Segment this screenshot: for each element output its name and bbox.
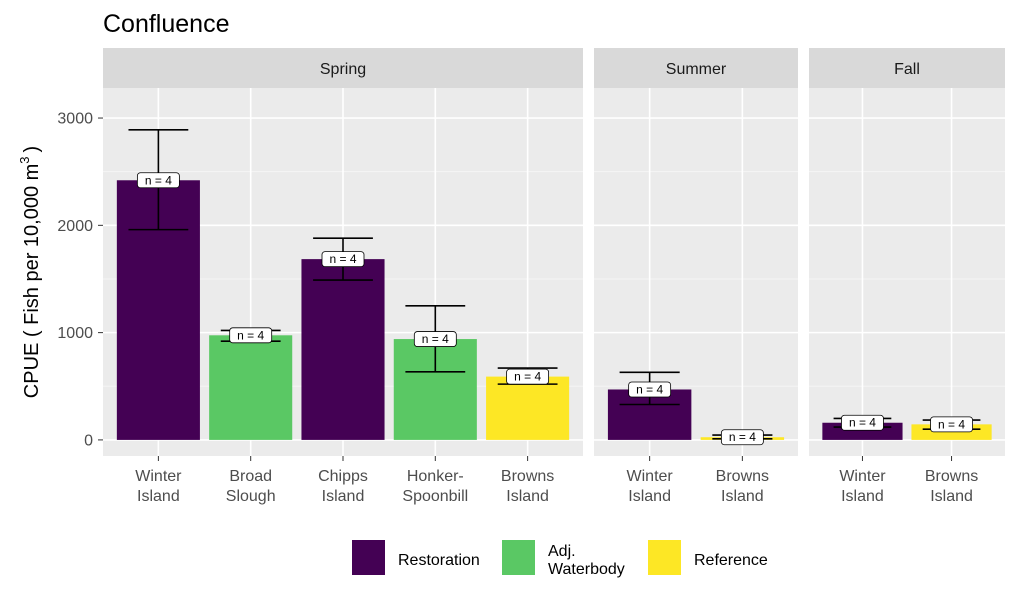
legend-item: Reference (648, 540, 768, 575)
legend-label: Restoration (398, 552, 480, 569)
facet-label: Fall (894, 61, 920, 78)
bar-group: n = 4 Chipps Island (301, 237, 385, 505)
x-tick-label-line: Island (506, 488, 549, 505)
x-tick-label-line: Island (137, 488, 180, 505)
y-axis: 0 1000 2000 3000 (57, 111, 103, 449)
legend-swatch (648, 540, 681, 575)
x-tick-label: Winter Island (135, 468, 182, 505)
x-tick-label-line: Island (721, 488, 764, 505)
facet-strip (103, 48, 583, 88)
legend-label-line: Waterbody (548, 561, 625, 578)
bar (209, 335, 293, 440)
x-tick-label-line: Browns (716, 468, 769, 485)
facet-strip (594, 48, 798, 88)
n-label: n = 4 (729, 430, 756, 444)
panel-background (809, 88, 1005, 456)
legend-label-line: Restoration (398, 552, 480, 569)
x-tick-label: Winter Island (627, 468, 674, 505)
y-tick-label: 2000 (57, 218, 93, 235)
legend-item: Adj. Waterbody (502, 540, 625, 578)
x-tick-label: Browns Island (925, 468, 978, 505)
y-tick-label: 1000 (57, 325, 93, 342)
x-tick-label-line: Spoonbill (402, 488, 468, 505)
y-tick-label: 3000 (57, 111, 93, 128)
facet-strip (809, 48, 1005, 88)
legend-swatch (502, 540, 535, 575)
n-label: n = 4 (422, 332, 449, 346)
x-tick-label-line: Chipps (318, 468, 368, 485)
n-label-box (136, 172, 180, 189)
x-tick-label: Browns Island (501, 468, 554, 505)
legend-label-line: Adj. (548, 543, 576, 560)
legend-item: Restoration (352, 540, 480, 575)
legend-label-line: Reference (694, 552, 768, 569)
legend-label: Adj. Waterbody (548, 543, 625, 578)
x-tick-label: Honker- Spoonbill (402, 468, 468, 505)
facet-panel-summer: Summer n = 4 Winter Island n = 4 Browns Island (594, 48, 798, 505)
bar-group: n = 4 Winter Island (822, 414, 903, 505)
x-tick-label-line: Island (841, 488, 884, 505)
n-label-box (841, 414, 884, 431)
y-axis-title-superscript: 3 (17, 156, 32, 163)
n-label-box (930, 416, 973, 433)
n-label-box (413, 331, 457, 347)
x-tick-label: Winter Island (839, 468, 886, 505)
minor-gridlines (809, 171, 1005, 387)
facet-label: Summer (666, 61, 727, 78)
bar-group: n = 4 Winter Island (116, 129, 200, 505)
n-label: n = 4 (145, 173, 172, 187)
bar-group: n = 4 Browns Island (700, 429, 785, 505)
bar (486, 376, 570, 440)
n-label-box (321, 251, 365, 268)
legend: Restoration Adj. Waterbody Reference (352, 540, 768, 578)
x-tick-label-line: Slough (226, 488, 276, 505)
bar (301, 259, 385, 440)
x-tick-label: Browns Island (716, 468, 769, 505)
x-tick-label-line: Island (628, 488, 671, 505)
facet-panel-fall: Fall n = 4 Winter Island n = 4 Browns Island (809, 48, 1005, 505)
n-label-box (506, 368, 550, 385)
bar-group: n = 4 Broad Slough (209, 327, 293, 505)
y-axis-title: CPUE ( Fish per 10,000 m3) (17, 146, 43, 398)
svg-text:CPUE ( Fish per 10,000 m3): CPUE ( Fish per 10,000 m3) (17, 146, 43, 398)
n-label-box (720, 429, 764, 446)
n-label-box (628, 381, 672, 398)
x-tick-label-line: Broad (229, 468, 272, 485)
n-label: n = 4 (636, 382, 663, 396)
x-tick-label: Chipps Island (318, 468, 368, 505)
bar-group: n = 4 Honker- Spoonbill (393, 304, 477, 505)
chart-title: Confluence (103, 10, 229, 38)
bar-group: n = 4 Browns Island (486, 367, 570, 505)
x-tick-label-line: Island (322, 488, 365, 505)
x-tick-label-line: Honker- (407, 468, 464, 485)
legend-swatch (352, 540, 385, 575)
x-tick-label-line: Winter (627, 468, 674, 485)
x-tick-label-line: Island (930, 488, 973, 505)
x-tick-label-line: Winter (839, 468, 886, 485)
y-axis-title-close: ) (21, 146, 43, 153)
n-label: n = 4 (849, 416, 876, 430)
y-tick-label: 0 (84, 432, 93, 449)
x-tick-label-line: Winter (135, 468, 182, 485)
x-tick-label-line: Browns (925, 468, 978, 485)
bar-group: n = 4 Browns Island (911, 416, 992, 505)
x-tick-label-line: Browns (501, 468, 554, 485)
n-label: n = 4 (938, 417, 965, 431)
n-label: n = 4 (514, 370, 541, 384)
facet-label: Spring (320, 61, 366, 78)
n-label: n = 4 (329, 252, 356, 266)
n-label: n = 4 (237, 328, 264, 342)
minor-gridlines (594, 171, 798, 387)
bar-group: n = 4 Winter Island (607, 371, 692, 505)
legend-label: Reference (694, 552, 768, 569)
y-axis-title-main: CPUE ( Fish per 10,000 m (21, 164, 43, 399)
x-tick-label: Broad Slough (226, 468, 276, 505)
n-label-box (229, 327, 273, 344)
